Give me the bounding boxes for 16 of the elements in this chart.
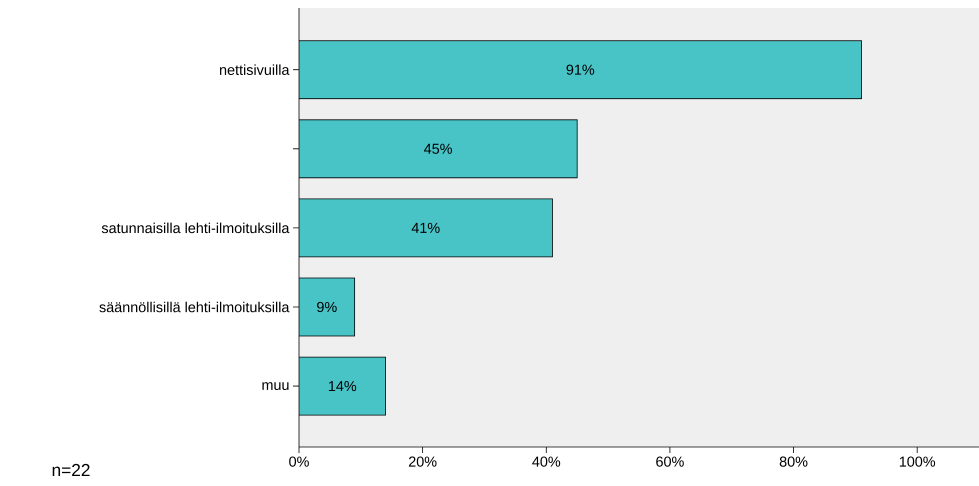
y-tick-label: muu xyxy=(262,382,289,390)
y-tick-label: nettisivuilla xyxy=(220,64,290,75)
x-tick-label: 0% xyxy=(289,456,309,467)
data-label: 45% xyxy=(424,144,452,154)
x-tick-label: 20% xyxy=(408,456,437,467)
x-tick-label: 40% xyxy=(532,456,560,467)
x-tick-label: 100% xyxy=(900,456,936,467)
x-tick-label: 60% xyxy=(656,456,684,467)
text: n=22 xyxy=(52,464,90,476)
data-label: 91% xyxy=(566,64,594,75)
y-tick-label: satunnaisilla lehti-ilmoituksilla xyxy=(102,222,290,234)
x-tick-label: 80% xyxy=(780,456,808,467)
y-tick-label: säännöllisillä lehti-ilmoituksilla xyxy=(99,302,290,312)
data-label: 41% xyxy=(412,222,440,233)
data-label: 14% xyxy=(328,381,356,392)
data-label: 9% xyxy=(317,302,337,312)
